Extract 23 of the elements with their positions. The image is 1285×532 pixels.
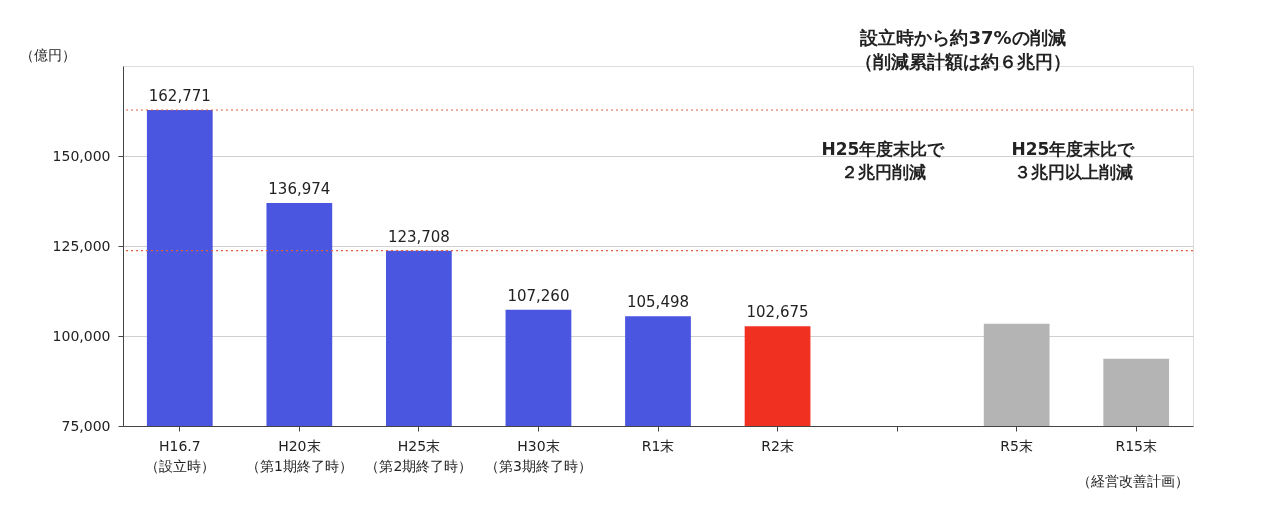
data-label: 102,675 [746,303,809,322]
data-label: 105,498 [626,293,690,312]
x-tick-label: R5末 [1000,437,1033,454]
data-label: 107,260 [507,286,570,305]
y-axis-title: （億円） [20,47,76,63]
x-tick-label: R2末 [761,437,794,454]
y-tick-label: 100,000 [52,327,111,344]
data-label: 123,708 [387,227,450,246]
x-tick-label: H16.7（設立時） [144,437,215,474]
x-tick-label: R15末 [1115,437,1157,454]
annotation: H25年度末比で２兆円削減 [821,138,946,182]
annotation: H25年度末比で３兆円以上削減 [1011,138,1136,182]
x-tick-label: R1末 [641,437,675,454]
y-tick-label: 150,000 [52,147,111,164]
data-label: 162,771 [148,87,211,106]
text: （経営改善計画） [1077,473,1189,489]
y-tick-label: 75,000 [61,417,111,434]
x-tick-label: H25末（第2期終了時） [365,437,473,474]
x-tick-label: H20末（第1期終了時） [245,437,353,474]
data-label: 136,974 [268,179,331,198]
annotation: 設立時から約37%の削減（削減累計額は約６兆円） [855,27,1071,72]
x-tick-label: H30末（第3期終了時） [484,437,592,474]
y-tick-label: 125,000 [52,237,111,254]
